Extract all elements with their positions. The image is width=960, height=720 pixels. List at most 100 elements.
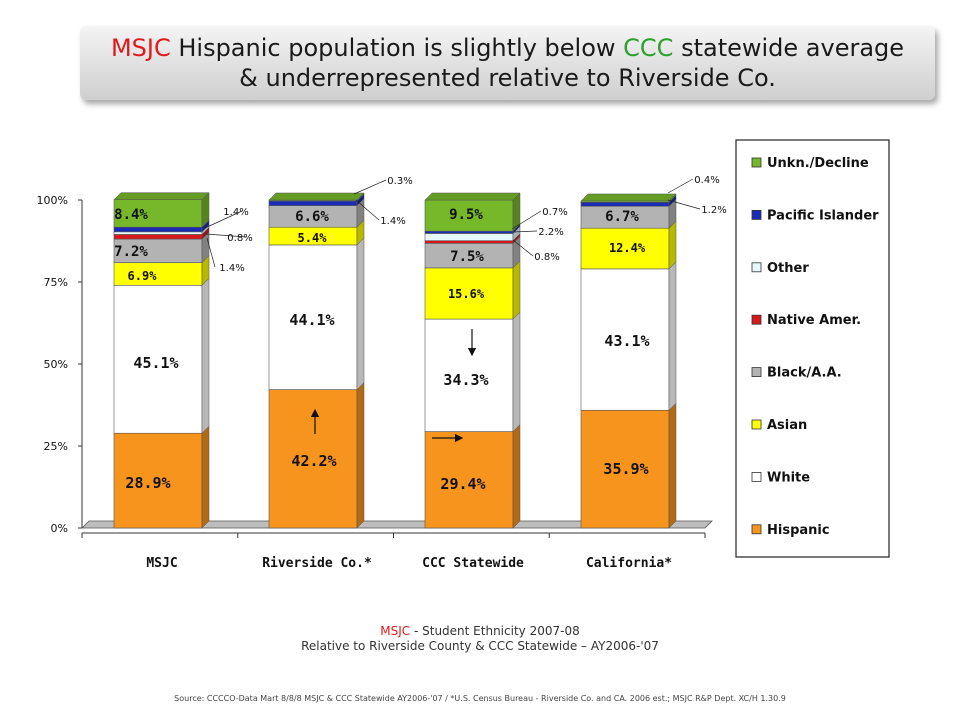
data-label: 35.9% <box>603 460 648 478</box>
legend-label: Asian <box>767 418 807 433</box>
bar-segment-side <box>512 311 521 433</box>
data-label-small: 0.7% <box>542 207 567 218</box>
data-label: 8.4% <box>114 207 148 223</box>
legend-label: White <box>767 470 810 485</box>
legend-label: Pacific Islander <box>767 208 879 223</box>
data-label: 15.6% <box>448 287 485 301</box>
bar-segment-side <box>668 220 677 270</box>
data-label: 12.4% <box>609 241 646 255</box>
bar-segment <box>424 242 514 269</box>
data-label: 7.5% <box>450 249 484 265</box>
data-label: 5.4% <box>298 231 328 245</box>
title-line-1: MSJC Hispanic population is slightly bel… <box>80 33 935 63</box>
caption-line-1: MSJC - Student Ethnicity 2007-08 <box>0 624 960 639</box>
legend-swatch <box>751 524 762 535</box>
bar-segment <box>580 227 670 270</box>
bar-segment <box>424 230 514 234</box>
leader-line <box>204 210 243 229</box>
bar-top-face <box>580 193 677 202</box>
bar-segment <box>268 244 358 390</box>
title-text-a: Hispanic population is slightly below <box>170 34 624 62</box>
x-tick-label: MSJC <box>146 556 177 571</box>
caption-msjc: MSJC <box>380 624 411 638</box>
data-label-small: 2.2% <box>538 227 563 238</box>
caption-line-2: Relative to Riverside County & CCC State… <box>301 639 659 653</box>
data-label: 29.4% <box>440 475 485 493</box>
data-label-small: 0.8% <box>534 252 559 263</box>
bar-segment <box>113 231 203 235</box>
legend-swatch <box>751 367 762 378</box>
bar-segment <box>424 199 514 232</box>
title-ccc: CCC <box>623 34 674 62</box>
data-label-small: 0.8% <box>227 233 252 244</box>
legend-label: Black/A.A. <box>767 366 842 381</box>
data-label: 42.2% <box>291 452 336 470</box>
bar-segment <box>580 409 670 529</box>
x-tick-label: CCC Statewide <box>422 556 524 571</box>
data-label: 6.7% <box>605 209 639 225</box>
leader-line <box>205 233 247 238</box>
legend-label: Unkn./Decline <box>767 156 869 171</box>
data-label: 6.9% <box>128 269 158 283</box>
bar-top-face <box>113 192 210 200</box>
legend-swatch <box>751 471 762 482</box>
data-label-small: 1.4% <box>380 216 405 227</box>
data-label-small: 1.4% <box>223 207 248 218</box>
leader-line <box>667 199 701 210</box>
y-tick-label: 100% <box>37 194 68 207</box>
slide-title: MSJC Hispanic population is slightly bel… <box>80 26 935 100</box>
bar-segment-side <box>668 402 677 529</box>
leader-line <box>206 237 216 268</box>
x-tick-label: California* <box>586 556 672 571</box>
leader-line <box>512 230 538 233</box>
bar-segment <box>424 267 514 320</box>
y-tick-label: 25% <box>44 440 68 453</box>
legend-label: Other <box>767 261 809 276</box>
bar-segment <box>113 199 203 228</box>
legend-swatch <box>751 314 762 325</box>
y-tick-label: 0% <box>51 522 68 535</box>
legend-swatch <box>751 157 762 168</box>
chart-caption: MSJC - Student Ethnicity 2007-08 Relativ… <box>0 624 960 654</box>
title-line-2: & underrepresented relative to Riverside… <box>239 64 776 92</box>
bar-segment-side <box>201 277 210 434</box>
caption-text: - Student Ethnicity 2007-08 <box>410 624 580 638</box>
title-text-b: statewide average <box>673 34 905 62</box>
bar-segment <box>113 284 203 434</box>
leader-line <box>353 179 387 195</box>
data-label: 34.3% <box>443 371 488 389</box>
data-label: 45.1% <box>133 354 178 372</box>
leader-line <box>667 178 694 194</box>
leader-line <box>355 199 380 221</box>
data-label: 6.6% <box>295 209 329 225</box>
data-label-small: 1.2% <box>701 205 726 216</box>
data-label: 44.1% <box>289 311 334 329</box>
bar-segment-side <box>512 423 521 529</box>
data-label-small: 1.4% <box>219 263 244 274</box>
title-msjc: MSJC <box>110 34 171 62</box>
data-label: 7.2% <box>114 244 148 260</box>
source-note: Source: CCCCO-Data Mart 8/8/8 MSJC & CCC… <box>174 694 786 703</box>
bar-top-face <box>268 192 365 201</box>
bar-segment-side <box>668 261 677 411</box>
x-tick-label: Riverside Co.* <box>262 556 372 571</box>
bar-segment <box>424 318 514 432</box>
bar-segment <box>424 240 514 244</box>
data-label: 43.1% <box>604 332 649 350</box>
legend-label: Hispanic <box>767 523 830 538</box>
bar-segment-side <box>512 260 521 320</box>
leader-line <box>512 239 534 257</box>
bar-segment-side <box>201 425 210 529</box>
bar-segment <box>113 432 203 529</box>
legend-label: Native Amer. <box>767 313 861 328</box>
bar-segment <box>268 200 358 206</box>
bar-segment-side <box>356 381 365 529</box>
legend-swatch <box>751 419 762 430</box>
bar-segment <box>113 234 203 240</box>
y-tick-label: 50% <box>44 358 68 371</box>
bar-segment <box>424 233 514 241</box>
y-tick-label: 75% <box>44 276 68 289</box>
legend-swatch <box>751 209 762 220</box>
legend-box <box>735 139 890 558</box>
